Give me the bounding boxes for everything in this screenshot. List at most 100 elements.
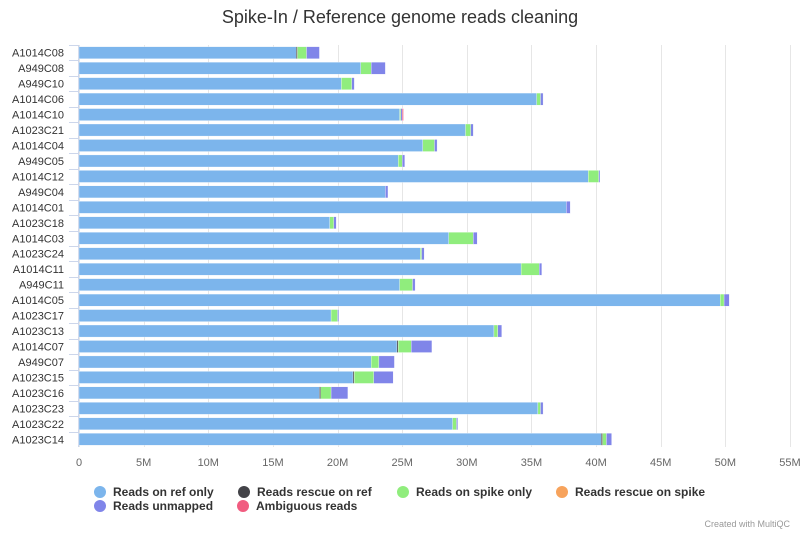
bar-segment[interactable] xyxy=(78,62,361,75)
bar-segment[interactable] xyxy=(352,371,355,384)
bar-segment[interactable] xyxy=(78,46,297,59)
bar-segment[interactable] xyxy=(330,386,349,400)
bar-segment[interactable] xyxy=(378,355,395,369)
bar-segment[interactable] xyxy=(78,154,399,168)
bar-segment[interactable] xyxy=(354,371,374,384)
bar-segment[interactable] xyxy=(306,46,320,59)
bar-segment[interactable] xyxy=(330,309,338,322)
bar-segment[interactable] xyxy=(720,293,725,307)
bar-segment[interactable] xyxy=(456,417,458,430)
bar-segment[interactable] xyxy=(78,433,602,446)
bar-segment[interactable] xyxy=(78,201,567,214)
bar-segment[interactable] xyxy=(78,232,449,245)
bar-segment[interactable] xyxy=(351,77,355,90)
bar-segment[interactable] xyxy=(78,139,424,152)
legend-item[interactable]: Reads on spike only xyxy=(397,485,532,499)
bar-segment[interactable] xyxy=(371,62,386,75)
bar-segment[interactable] xyxy=(333,216,337,229)
bar-segment[interactable] xyxy=(78,293,721,307)
bar-segment[interactable] xyxy=(601,433,603,446)
y-tick-label: A949C11 xyxy=(19,280,64,292)
bar-segment[interactable] xyxy=(412,278,416,291)
bar-segment[interactable] xyxy=(78,263,522,276)
y-tick-label: A1023C17 xyxy=(12,311,64,323)
bar-segment[interactable] xyxy=(78,278,400,291)
bar-segment[interactable] xyxy=(78,386,320,400)
bar-segment[interactable] xyxy=(297,46,307,59)
bar-segment[interactable] xyxy=(520,263,540,276)
legend-item[interactable]: Ambiguous reads xyxy=(237,499,357,513)
bar-segment[interactable] xyxy=(78,185,386,199)
bar-segment[interactable] xyxy=(78,92,537,106)
bar-segment[interactable] xyxy=(373,371,394,384)
y-tick-label: A1014C04 xyxy=(12,141,64,153)
bar-segment[interactable] xyxy=(78,402,539,415)
bar-segment[interactable] xyxy=(341,77,352,90)
legend-item[interactable]: Reads unmapped xyxy=(94,499,213,513)
bar-segment[interactable] xyxy=(78,108,400,121)
bar-segment[interactable] xyxy=(421,247,425,260)
bar-segment[interactable] xyxy=(602,433,607,446)
bar-segment[interactable] xyxy=(78,216,330,229)
bar-segment[interactable] xyxy=(78,340,398,353)
bar-segment[interactable] xyxy=(539,263,542,276)
bar-segment[interactable] xyxy=(434,139,438,152)
bar-segment[interactable] xyxy=(385,185,389,199)
y-tick-label: A1023C15 xyxy=(12,372,64,384)
bar-segment[interactable] xyxy=(536,92,541,106)
legend-item[interactable]: Reads rescue on ref xyxy=(238,485,372,499)
bar-segment[interactable] xyxy=(78,324,495,338)
bar-segment[interactable] xyxy=(78,417,453,430)
x-tick-label: 55M xyxy=(779,457,800,469)
bar-segment[interactable] xyxy=(78,355,372,369)
bar-segment[interactable] xyxy=(411,340,433,353)
bar-segment[interactable] xyxy=(723,293,730,307)
bar-segment[interactable] xyxy=(399,108,402,121)
bar-segment[interactable] xyxy=(78,371,354,384)
legend-marker xyxy=(556,486,568,498)
bar-segment[interactable] xyxy=(540,402,544,415)
bar-segment[interactable] xyxy=(452,417,457,430)
bar-segment[interactable] xyxy=(296,46,298,59)
bar-segment[interactable] xyxy=(398,340,412,353)
legend-marker xyxy=(238,486,250,498)
bar-segment[interactable] xyxy=(493,324,498,338)
bar-segment[interactable] xyxy=(78,309,332,322)
legend-item[interactable]: Reads rescue on spike xyxy=(556,485,705,499)
bar-segment[interactable] xyxy=(399,278,413,291)
bar-segment[interactable] xyxy=(448,232,474,245)
legend-item[interactable]: Reads on ref only xyxy=(94,485,214,499)
bar-segment[interactable] xyxy=(78,170,589,183)
legend-label: Ambiguous reads xyxy=(256,499,358,513)
bar-segment[interactable] xyxy=(588,170,599,183)
bar-segment[interactable] xyxy=(465,123,471,137)
bar-segment[interactable] xyxy=(537,402,541,415)
bar-segment[interactable] xyxy=(606,433,612,446)
bar-segment[interactable] xyxy=(319,386,321,400)
bar-segment[interactable] xyxy=(598,170,601,183)
bar-segment[interactable] xyxy=(420,247,422,260)
credits[interactable]: Created with MultiQC xyxy=(704,519,790,529)
bar-segment[interactable] xyxy=(78,77,342,90)
bar-segment[interactable] xyxy=(400,108,403,121)
y-tick-label: A1023C24 xyxy=(12,249,64,261)
bar-segment[interactable] xyxy=(329,216,334,229)
bar-segment[interactable] xyxy=(371,355,380,369)
bar-segment[interactable] xyxy=(566,201,571,214)
legend-label: Reads on spike only xyxy=(416,485,533,499)
bar-segment[interactable] xyxy=(470,123,474,137)
bar-segment[interactable] xyxy=(360,62,372,75)
bar-segment[interactable] xyxy=(337,309,339,322)
bar-segment[interactable] xyxy=(402,108,404,121)
bar-segment[interactable] xyxy=(398,154,403,168)
bar-segment[interactable] xyxy=(78,123,466,137)
bar-segment[interactable] xyxy=(473,232,478,245)
y-tick-label: A1023C18 xyxy=(12,218,64,230)
bar-segment[interactable] xyxy=(78,247,421,260)
bar-segment[interactable] xyxy=(320,386,332,400)
bar-segment[interactable] xyxy=(540,92,544,106)
bar-segment[interactable] xyxy=(422,139,435,152)
bar-segment[interactable] xyxy=(396,340,399,353)
bar-segment[interactable] xyxy=(497,324,502,338)
bar-segment[interactable] xyxy=(402,154,405,168)
